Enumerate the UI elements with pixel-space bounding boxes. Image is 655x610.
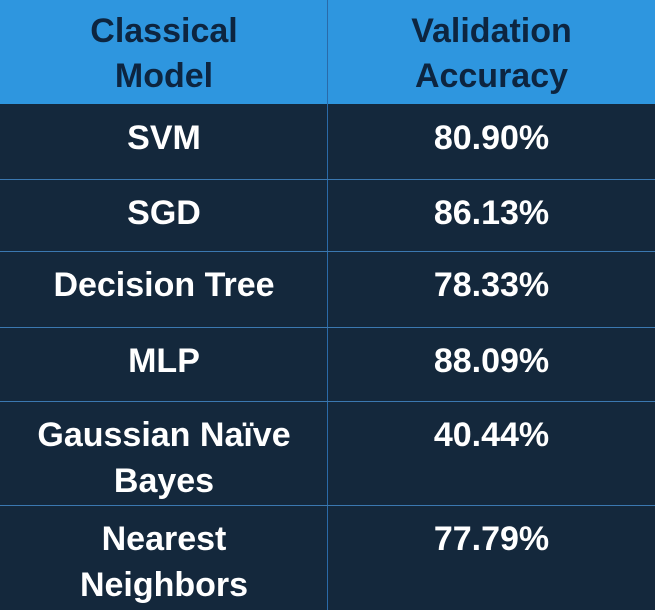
accuracy-cell: 77.79% [328,506,655,610]
column-divider [327,0,328,610]
header-col1-line2: Model [114,57,214,95]
accuracy-cell: 80.90% [328,105,655,179]
row-divider [0,179,655,180]
model-cell: Gaussian Naïve Bayes [0,402,328,505]
accuracy-value: 86.13% [433,194,550,232]
table-row: Gaussian Naïve Bayes 40.44% [0,402,655,505]
header-col2-line1: Validation [411,12,572,50]
model-name: MLP [128,342,200,380]
model-name-line1: Gaussian Naïve [37,416,291,454]
model-name-line2: Bayes [113,462,215,500]
table-row: Nearest Neighbors 77.79% [0,506,655,610]
accuracy-value: 88.09% [433,342,550,380]
table-row: MLP 88.09% [0,328,655,401]
model-name: Decision Tree [53,266,275,304]
header-col1-line1: Classical [90,12,238,50]
accuracy-cell: 40.44% [328,402,655,505]
model-cell: MLP [0,328,328,401]
row-divider [0,251,655,252]
row-divider [0,505,655,506]
accuracy-cell: 78.33% [328,252,655,327]
table-row: SGD 86.13% [0,180,655,251]
model-name: SGD [127,194,201,232]
model-name-line1: Nearest [101,520,227,558]
table-row: Decision Tree 78.33% [0,252,655,327]
model-cell: SVM [0,105,328,179]
header-col2-line2: Accuracy [414,57,569,95]
header-validation-accuracy: Validation Accuracy [328,0,655,104]
model-cell: Nearest Neighbors [0,506,328,610]
accuracy-value: 40.44% [433,416,550,454]
row-divider [0,327,655,328]
accuracy-value: 80.90% [433,119,550,157]
accuracy-value: 78.33% [433,266,550,304]
accuracy-cell: 88.09% [328,328,655,401]
table-row: SVM 80.90% [0,105,655,179]
header-classical-model: Classical Model [0,0,328,104]
model-cell: SGD [0,180,328,251]
model-cell: Decision Tree [0,252,328,327]
model-name-line2: Neighbors [79,566,249,604]
accuracy-value: 77.79% [433,520,550,558]
model-name: SVM [127,119,201,157]
accuracy-cell: 86.13% [328,180,655,251]
row-divider [0,401,655,402]
